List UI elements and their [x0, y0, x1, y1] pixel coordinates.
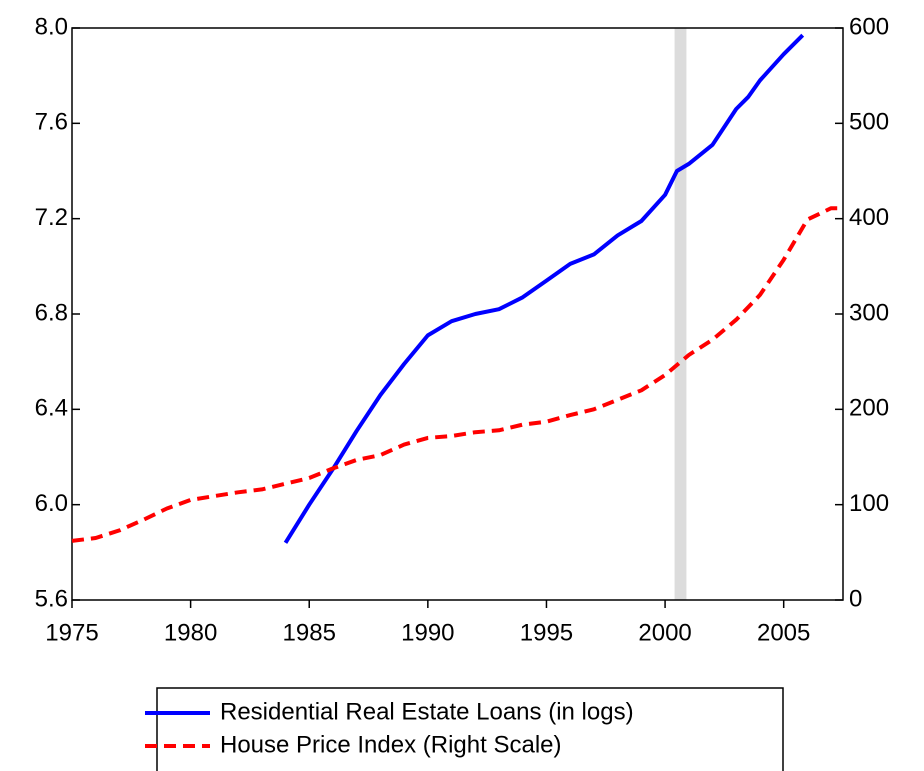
- y2-tick-label: 200: [849, 395, 889, 422]
- y2-tick-label: 100: [849, 490, 889, 517]
- legend-box: [156, 687, 784, 771]
- plot-frame: [71, 27, 844, 601]
- y-tick-label: 7.2: [35, 204, 68, 231]
- shaded-period: [674, 28, 687, 600]
- y2-tick-label: 400: [849, 204, 889, 231]
- y2-tick-label: 500: [849, 109, 889, 136]
- x-tick-label: 2000: [638, 619, 691, 646]
- x-tick-label: 1990: [401, 619, 454, 646]
- y-tick-label: 5.6: [35, 585, 68, 612]
- y2-tick-label: 600: [849, 13, 889, 40]
- y-tick-label: 6.0: [35, 490, 68, 517]
- x-tick-label: 1980: [164, 619, 217, 646]
- x-tick-label: 1985: [283, 619, 336, 646]
- y2-tick-label: 300: [849, 299, 889, 326]
- x-tick-label: 2005: [757, 619, 810, 646]
- y-tick-label: 6.8: [35, 299, 68, 326]
- y2-tick-label: 0: [849, 585, 862, 612]
- series-line: [71, 206, 843, 543]
- x-tick-label: 1995: [520, 619, 573, 646]
- series-line: [283, 33, 805, 544]
- x-tick-label: 1975: [45, 619, 98, 646]
- y-tick-label: 6.4: [35, 395, 68, 422]
- legend-label: Residential Real Estate Loans (in logs): [220, 698, 634, 725]
- y-tick-label: 7.6: [35, 109, 68, 136]
- y-tick-label: 8.0: [35, 13, 68, 40]
- legend-label: House Price Index (Right Scale): [220, 731, 561, 758]
